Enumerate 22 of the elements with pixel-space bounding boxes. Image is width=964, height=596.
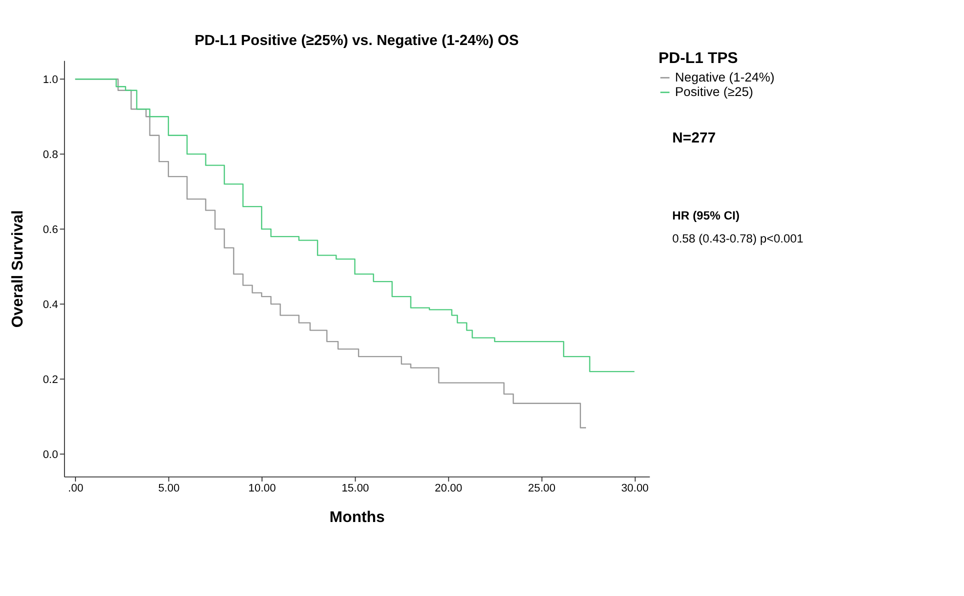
legend-label: Positive (≥25) — [674, 84, 754, 100]
text: HR (95% CI) — [672, 208, 740, 223]
legend-title: PD-L1 TPS — [658, 50, 738, 68]
text: N=277 — [672, 130, 716, 147]
y-tick-label: 0.6 — [42, 224, 58, 236]
x-tick-label: 25.00 — [528, 482, 556, 495]
x-tick-label: 5.00 — [158, 482, 180, 495]
y-tick-label: 0.2 — [42, 374, 58, 386]
x-axis-title: Months — [330, 508, 385, 526]
y-tick-label: 1.0 — [42, 74, 58, 86]
y-tick-label: 0.4 — [42, 299, 58, 312]
x-tick-label: 20.00 — [434, 482, 462, 495]
x-tick-label: 30.00 — [621, 482, 649, 495]
legend-label: Negative (1-24%) — [674, 69, 775, 84]
x-tick-label: .00 — [68, 482, 84, 495]
y-tick-label: 0.0 — [42, 449, 58, 462]
y-tick-label: 0.8 — [42, 149, 58, 162]
text: 0.58 (0.43-0.78) p<0.001 — [672, 231, 804, 246]
x-tick-label: 15.00 — [342, 482, 370, 495]
x-tick-label: 10.00 — [248, 482, 276, 495]
y-axis-title: Overall Survival — [10, 210, 27, 328]
chart-title: PD-L1 Positive (≥25%) vs. Negative (1-24%) OS — [194, 32, 520, 49]
